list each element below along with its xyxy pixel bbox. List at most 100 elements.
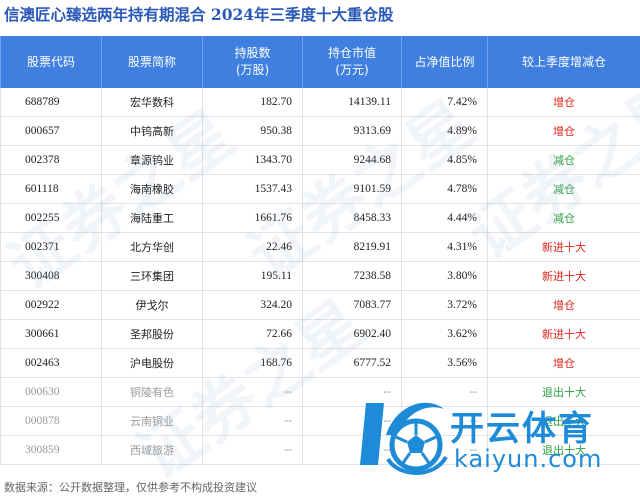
cell-name: 中钨高新 (101, 116, 203, 146)
cell-shares: 168.76 (202, 348, 303, 378)
table-row: 002922 伊戈尔 324.20 7083.77 3.72% 增仓 (0, 290, 640, 320)
cell-shares: -- (202, 377, 303, 407)
cell-value: 9101.59 (302, 174, 402, 204)
cell-change: 增仓 (487, 348, 640, 378)
header-ratio: 占净值比例 (401, 36, 488, 88)
header-name: 股票简称 (101, 36, 203, 88)
cell-shares: -- (202, 435, 303, 465)
fund-name: 信澳匠心臻选两年持有期混合 (4, 6, 206, 24)
cell-code: 002255 (0, 203, 102, 233)
cell-code: 300859 (0, 435, 102, 465)
cell-ratio: 7.42% (401, 88, 488, 117)
source-note: 数据来源：公开数据整理，仅供参考不构成投资建议 (4, 481, 257, 494)
soccer-ball-logo-icon (360, 402, 448, 475)
table-header-row: 股票代码 股票简称 持股数 (万股) 持仓市值 (万元) 占净值比例 较上季度增… (0, 36, 640, 88)
cell-value: -- (302, 406, 402, 436)
cell-change: 退出十大 (487, 406, 640, 436)
brand-logo: 开云体育 kaiyun.com (356, 395, 640, 479)
cell-change: 退出十大 (487, 377, 640, 407)
header-code: 股票代码 (0, 36, 102, 88)
cell-value: 8219.91 (302, 232, 402, 262)
logo-name: 开云体育 (450, 409, 594, 449)
cell-name: 圣邦股份 (101, 319, 203, 349)
cell-ratio: 3.80% (401, 261, 488, 291)
cell-ratio: 4.89% (401, 116, 488, 146)
table-row: 688789 宏华数科 182.70 14139.11 7.42% 增仓 (0, 88, 640, 117)
cell-name: 西域旅游 (101, 435, 203, 465)
cell-code: 300661 (0, 319, 102, 349)
table-row: 002371 北方华创 22.46 8219.91 4.31% 新进十大 (0, 232, 640, 262)
cell-code: 300408 (0, 261, 102, 291)
cell-value: 7083.77 (302, 290, 402, 320)
cell-shares: 1537.43 (202, 174, 303, 204)
header-shares-label: 持股数 (234, 46, 271, 60)
cell-change: 退出十大 (487, 435, 640, 465)
cell-shares: 324.20 (202, 290, 303, 320)
cell-value: 6902.40 (302, 319, 402, 349)
header-shares-unit: (万股) (235, 63, 270, 77)
cell-change: 增仓 (487, 290, 640, 320)
cell-change: 新进十大 (487, 261, 640, 291)
cell-ratio: 3.72% (401, 290, 488, 320)
cell-change: 减仓 (487, 174, 640, 204)
cell-value: 6777.52 (302, 348, 402, 378)
cell-change: 新进十大 (487, 319, 640, 349)
header-value-label: 持仓市值 (327, 46, 376, 60)
cell-ratio: -- (401, 377, 488, 407)
cell-code: 000657 (0, 116, 102, 146)
cell-name: 海南橡胶 (101, 174, 203, 204)
cell-value: 8458.33 (302, 203, 402, 233)
cell-value: 9313.69 (302, 116, 402, 146)
page-title: 信澳匠心臻选两年持有期混合 2024年三季度十大重仓股 (4, 3, 394, 27)
cell-shares: 1661.76 (202, 203, 303, 233)
cell-name: 沪电股份 (101, 348, 203, 378)
cell-code: 000878 (0, 406, 102, 436)
cell-shares: 195.11 (202, 261, 303, 291)
cell-ratio: 4.78% (401, 174, 488, 204)
cell-code: 002371 (0, 232, 102, 262)
table-row: 000657 中钨高新 950.38 9313.69 4.89% 增仓 (0, 116, 640, 146)
header-change: 较上季度增减仓 (487, 36, 640, 88)
cell-shares: 22.46 (202, 232, 303, 262)
logo-domain: kaiyun.com (454, 445, 603, 473)
cell-name: 三环集团 (101, 261, 203, 291)
cell-ratio: 4.44% (401, 203, 488, 233)
cell-value: 9244.68 (302, 145, 402, 175)
table-row: 300408 三环集团 195.11 7238.58 3.80% 新进十大 (0, 261, 640, 291)
cell-value: -- (302, 377, 402, 407)
table-row: 002463 沪电股份 168.76 6777.52 3.56% 增仓 (0, 348, 640, 378)
table-row: 002378 章源钨业 1343.70 9244.68 4.85% 减仓 (0, 145, 640, 175)
header-value: 持仓市值 (万元) (302, 36, 402, 88)
cell-code: 002463 (0, 348, 102, 378)
table-row: 002255 海陆重工 1661.76 8458.33 4.44% 减仓 (0, 203, 640, 233)
cell-name: 铜陵有色 (101, 377, 203, 407)
cell-ratio: 3.56% (401, 348, 488, 378)
cell-name: 宏华数科 (101, 88, 203, 117)
cell-shares: -- (202, 406, 303, 436)
report-period: 2024年三季度十大重仓股 (210, 5, 394, 24)
table-row: 300661 圣邦股份 72.66 6902.40 3.62% 新进十大 (0, 319, 640, 349)
table-row: 601118 海南橡胶 1537.43 9101.59 4.78% 减仓 (0, 174, 640, 204)
cell-code: 601118 (0, 174, 102, 204)
cell-name: 伊戈尔 (101, 290, 203, 320)
cell-value: 7238.58 (302, 261, 402, 291)
cell-change: 新进十大 (487, 232, 640, 262)
cell-change: 增仓 (487, 116, 640, 146)
cell-value: 14139.11 (302, 88, 402, 117)
cell-change: 减仓 (487, 203, 640, 233)
cell-code: 002922 (0, 290, 102, 320)
table-row: 000630 铜陵有色 -- -- -- 退出十大 (0, 377, 640, 407)
cell-code: 688789 (0, 88, 102, 117)
header-value-unit: (万元) (335, 63, 369, 77)
cell-change: 增仓 (487, 88, 640, 117)
cell-shares: 182.70 (202, 88, 303, 117)
cell-ratio: 3.62% (401, 319, 488, 349)
cell-shares: 72.66 (202, 319, 303, 349)
cell-value: -- (302, 435, 402, 465)
cell-change: 减仓 (487, 145, 640, 175)
cell-code: 000630 (0, 377, 102, 407)
cell-name: 云南铜业 (101, 406, 203, 436)
cell-ratio: 4.31% (401, 232, 488, 262)
header-shares: 持股数 (万股) (202, 36, 303, 88)
cell-shares: 1343.70 (202, 145, 303, 175)
